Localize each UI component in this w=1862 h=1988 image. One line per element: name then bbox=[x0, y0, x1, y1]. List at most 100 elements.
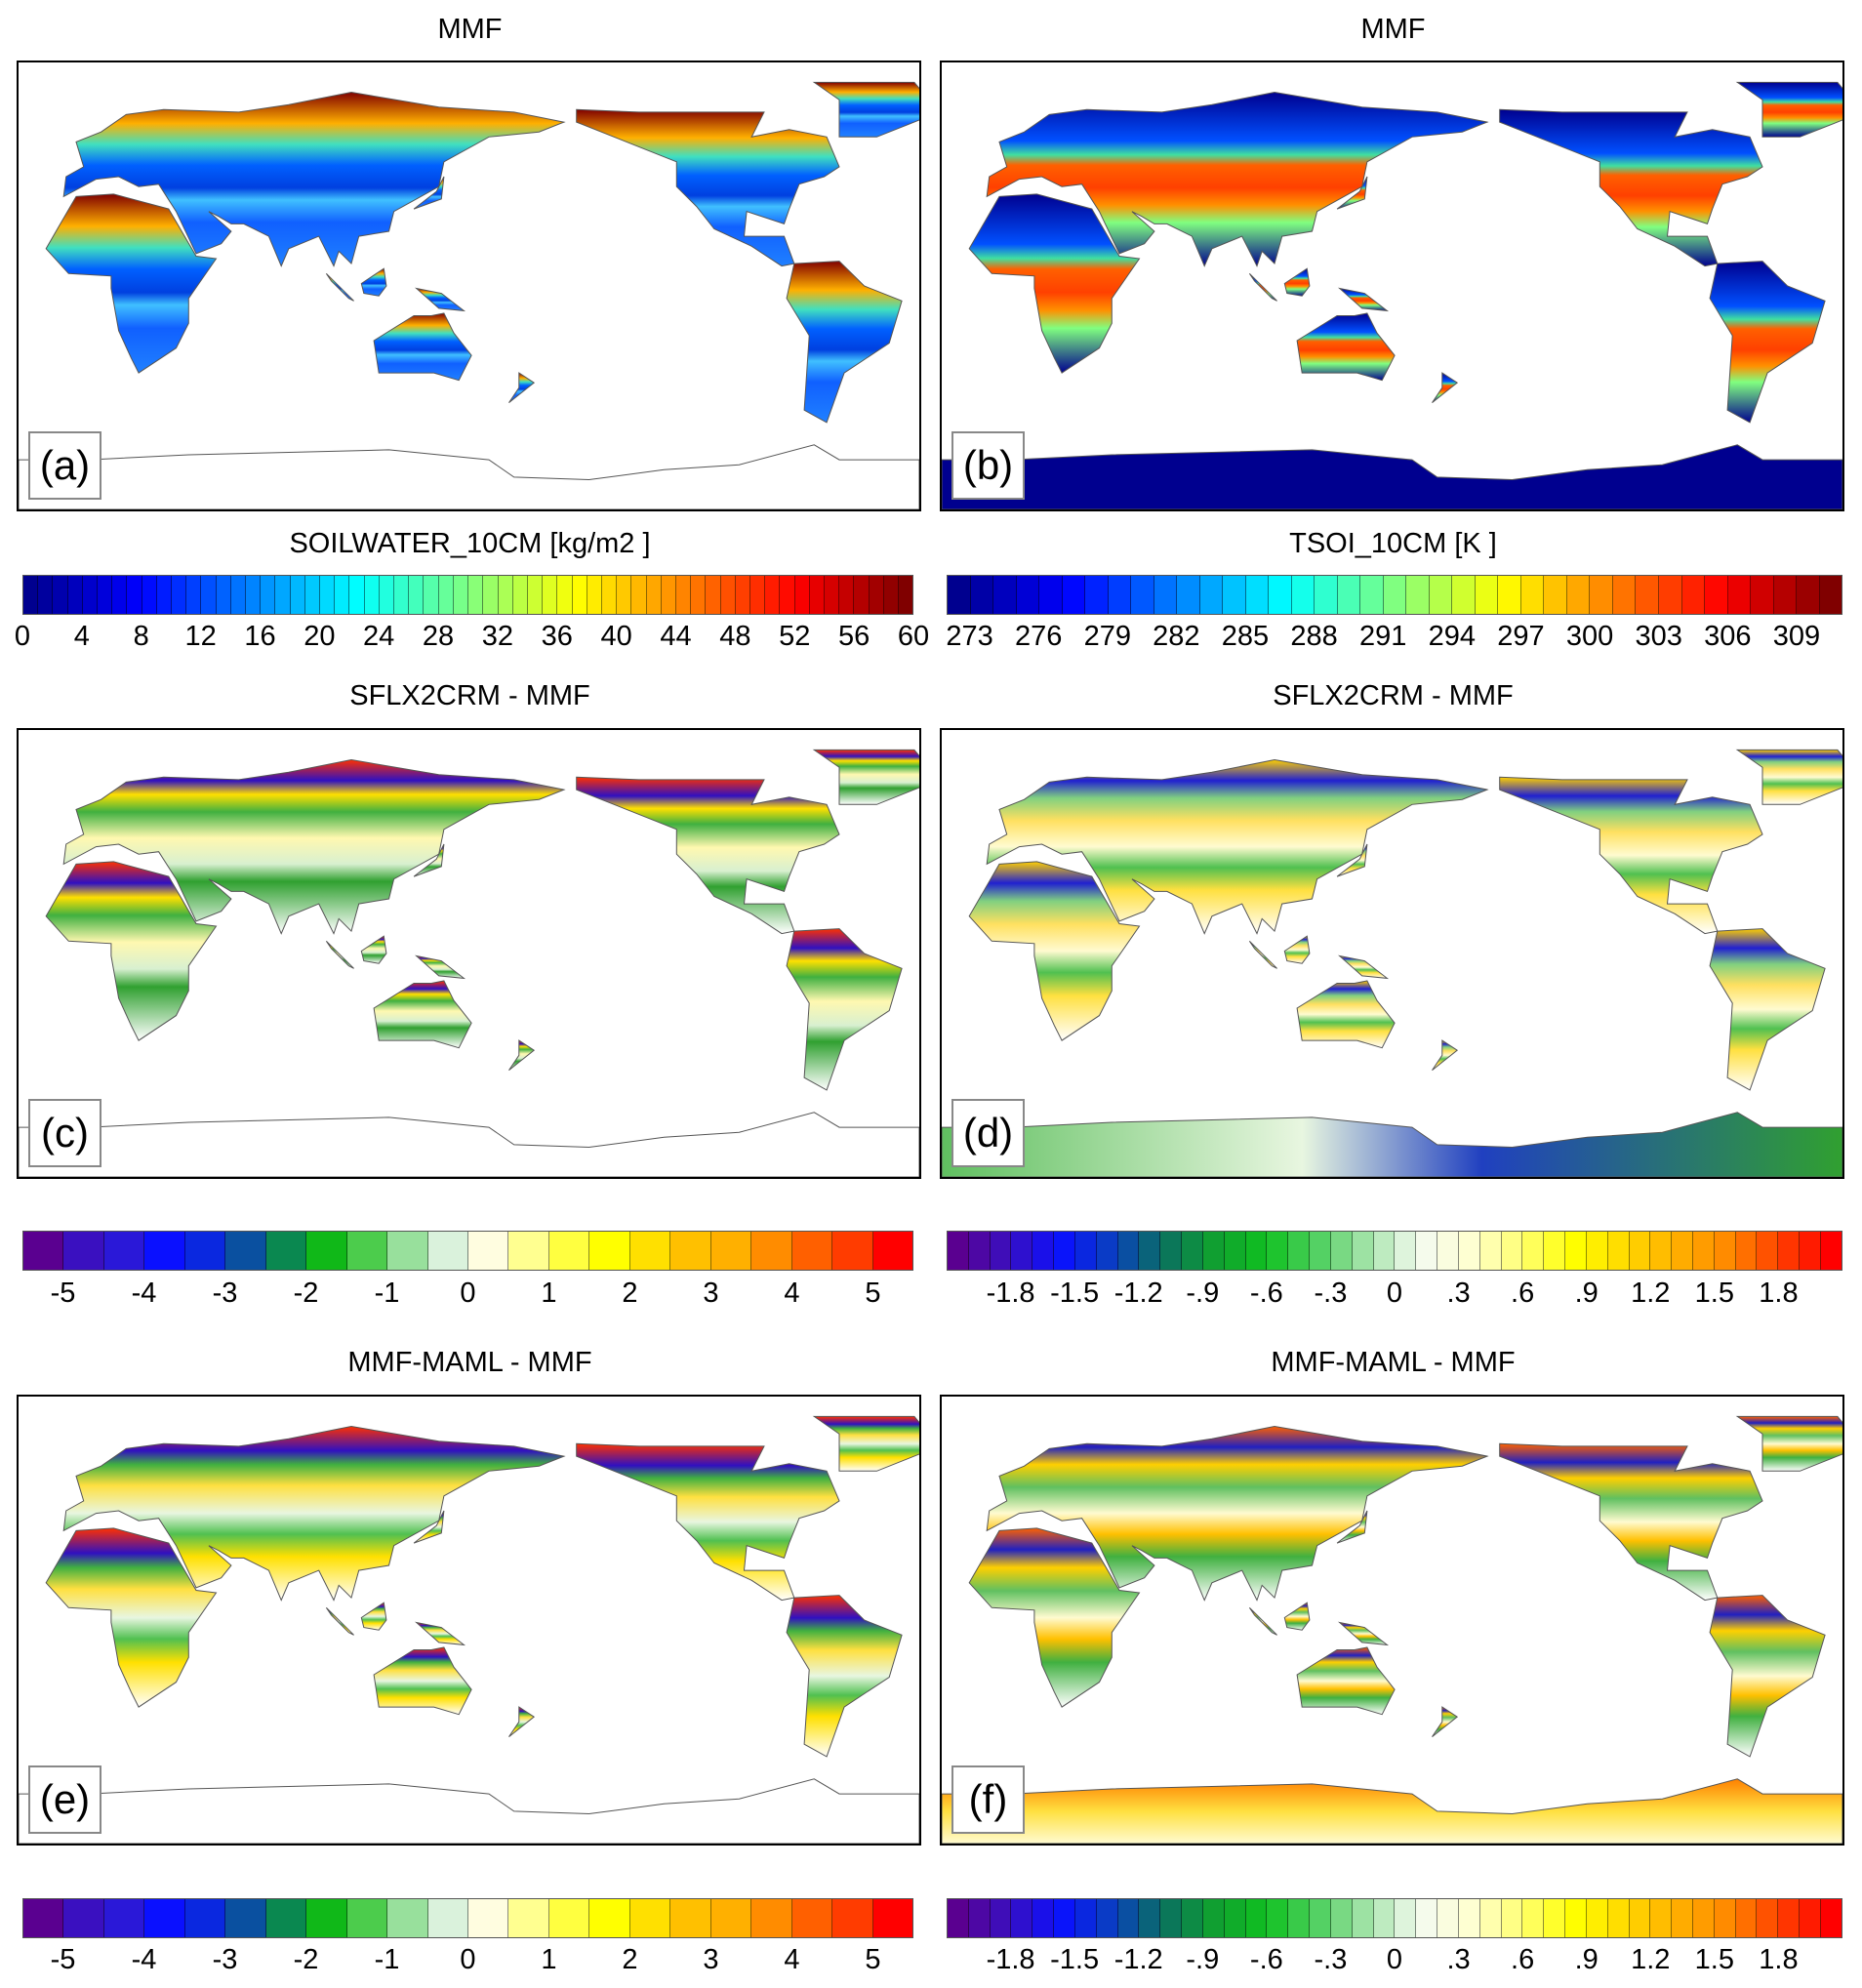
colorbar-tick-label: 285 bbox=[1221, 621, 1270, 652]
colorbar-box bbox=[467, 1232, 509, 1270]
colorbar-box bbox=[1245, 1899, 1268, 1937]
colorbar-box bbox=[1565, 1232, 1587, 1270]
colorbar-box bbox=[103, 1899, 145, 1937]
colorbar-tick-label: -.6 bbox=[1249, 1278, 1283, 1309]
colorbar-box bbox=[1458, 1232, 1480, 1270]
colorbar-box bbox=[1395, 1899, 1417, 1937]
colorbar-box bbox=[675, 576, 692, 614]
colorbar-tick-label: -3 bbox=[212, 1944, 238, 1975]
land-greenland bbox=[812, 1415, 919, 1472]
colorbar-box bbox=[1373, 1899, 1396, 1937]
colorbar-tick-label: 48 bbox=[719, 621, 751, 652]
panel-title: SFLX2CRM - MMF bbox=[1273, 680, 1514, 711]
land-sumatra bbox=[1248, 272, 1277, 302]
land-nz bbox=[1432, 372, 1459, 403]
colorbar-tick-label: -4 bbox=[131, 1944, 157, 1975]
colorbar-tick-label: .6 bbox=[1511, 1944, 1535, 1975]
land-greenland bbox=[1735, 81, 1842, 138]
colorbar-box bbox=[346, 1899, 388, 1937]
colorbar-box bbox=[246, 576, 262, 614]
map-panel: (f) bbox=[940, 1395, 1844, 1846]
colorbar-tick-label: 1.8 bbox=[1759, 1278, 1799, 1309]
panel-title: MMF-MAML - MMF bbox=[347, 1347, 592, 1378]
colorbar-box bbox=[1800, 1899, 1821, 1937]
colorbar-tick-label: .9 bbox=[1574, 1278, 1599, 1309]
colorbar-box bbox=[23, 1232, 64, 1270]
colorbar bbox=[22, 575, 913, 615]
colorbar-box bbox=[791, 1232, 833, 1270]
land-borneo bbox=[360, 267, 387, 297]
land-samerica bbox=[1709, 928, 1826, 1091]
colorbar-box bbox=[290, 576, 305, 614]
colorbar-box bbox=[438, 576, 454, 614]
colorbar-box bbox=[1337, 576, 1361, 614]
land-eurasia bbox=[62, 758, 566, 935]
colorbar-box bbox=[201, 576, 217, 614]
colorbar-box bbox=[1705, 576, 1728, 614]
colorbar-box bbox=[557, 576, 573, 614]
colorbar-box bbox=[720, 576, 736, 614]
map bbox=[19, 1415, 919, 1844]
colorbar-box bbox=[483, 576, 499, 614]
colorbar-box bbox=[172, 576, 187, 614]
colorbar-box bbox=[1011, 1232, 1033, 1270]
colorbar-box bbox=[1520, 576, 1545, 614]
land-borneo bbox=[1283, 1602, 1311, 1631]
colorbar-box bbox=[883, 576, 899, 614]
colorbar-tick-label: 24 bbox=[363, 621, 395, 652]
colorbar-box bbox=[765, 576, 781, 614]
colorbar-box bbox=[1416, 1232, 1438, 1270]
colorbar-tick-label: 2 bbox=[622, 1278, 638, 1309]
land-samerica bbox=[1709, 1595, 1826, 1758]
colorbar-box bbox=[467, 1899, 509, 1937]
colorbar-box bbox=[572, 576, 587, 614]
colorbar-box bbox=[1062, 576, 1086, 614]
colorbar-box bbox=[1373, 1232, 1396, 1270]
colorbar-box bbox=[1650, 1899, 1673, 1937]
colorbar-box bbox=[1437, 1232, 1459, 1270]
map bbox=[942, 1415, 1842, 1844]
colorbar-tick-label: -.3 bbox=[1314, 1944, 1348, 1975]
panel-title: MMF-MAML - MMF bbox=[1271, 1347, 1516, 1378]
colorbar-box bbox=[63, 1899, 104, 1937]
colorbar-box bbox=[156, 576, 173, 614]
land-eurasia bbox=[986, 1425, 1489, 1602]
colorbar-tick-label: 36 bbox=[541, 621, 573, 652]
colorbar-box bbox=[1544, 1899, 1566, 1937]
colorbar-box bbox=[543, 576, 558, 614]
colorbar-box bbox=[38, 576, 54, 614]
colorbar-box bbox=[832, 1232, 873, 1270]
colorbar-tick-label: -1.2 bbox=[1113, 1944, 1163, 1975]
colorbar-tick-label: .9 bbox=[1574, 1944, 1599, 1975]
colorbar-tick-label: 16 bbox=[244, 621, 276, 652]
colorbar-box bbox=[1607, 1232, 1630, 1270]
colorbar-tick-label: -.9 bbox=[1186, 1944, 1220, 1975]
colorbar-box bbox=[1139, 1232, 1161, 1270]
colorbar-box bbox=[394, 576, 410, 614]
colorbar-box bbox=[1131, 576, 1154, 614]
land-africa bbox=[968, 193, 1141, 374]
colorbar-tick-label: 56 bbox=[837, 621, 870, 652]
map bbox=[942, 749, 1842, 1177]
colorbar-box bbox=[1383, 576, 1407, 614]
colorbar-tick-label: 276 bbox=[1014, 621, 1063, 652]
colorbar-box bbox=[1751, 576, 1774, 614]
colorbar-tick-label: -1.8 bbox=[986, 1278, 1035, 1309]
colorbar-tick-label: 309 bbox=[1772, 621, 1821, 652]
land-namerica bbox=[576, 1442, 840, 1602]
colorbar-box bbox=[601, 576, 618, 614]
colorbar-tick-label: 1.5 bbox=[1694, 1944, 1735, 1975]
colorbar-box bbox=[1054, 1899, 1075, 1937]
colorbar-box bbox=[1416, 1899, 1438, 1937]
colorbar-tick-label: -.9 bbox=[1186, 1278, 1220, 1309]
colorbar-box bbox=[306, 1899, 347, 1937]
colorbar-box bbox=[1681, 576, 1706, 614]
colorbar-tick-label: 300 bbox=[1565, 621, 1614, 652]
colorbar-box bbox=[1032, 1232, 1055, 1270]
colorbar-tick-label: 282 bbox=[1153, 621, 1200, 652]
land-newguinea bbox=[1337, 954, 1390, 980]
colorbar-tick-label: -1.5 bbox=[1050, 1278, 1100, 1309]
map-panel: (d) bbox=[940, 728, 1844, 1179]
colorbar-box bbox=[103, 1232, 145, 1270]
colorbar-box bbox=[1291, 576, 1316, 614]
